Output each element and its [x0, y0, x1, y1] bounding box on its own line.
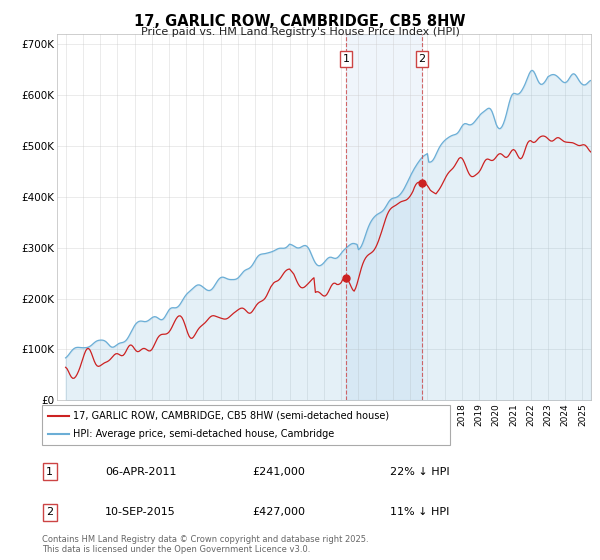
Text: 22% ↓ HPI: 22% ↓ HPI	[390, 466, 449, 477]
Text: 10-SEP-2015: 10-SEP-2015	[105, 507, 176, 517]
Text: £427,000: £427,000	[252, 507, 305, 517]
Text: 2: 2	[46, 507, 53, 517]
Text: 11% ↓ HPI: 11% ↓ HPI	[390, 507, 449, 517]
Bar	[346, 34, 422, 400]
Text: 06-APR-2011: 06-APR-2011	[105, 466, 176, 477]
Text: 1: 1	[46, 466, 53, 477]
Text: Price paid vs. HM Land Registry's House Price Index (HPI): Price paid vs. HM Land Registry's House …	[140, 27, 460, 37]
Text: £241,000: £241,000	[252, 466, 305, 477]
Text: 2: 2	[418, 54, 425, 64]
Text: Contains HM Land Registry data © Crown copyright and database right 2025.
This d: Contains HM Land Registry data © Crown c…	[42, 535, 368, 554]
Text: 1: 1	[343, 54, 349, 64]
Text: HPI: Average price, semi-detached house, Cambridge: HPI: Average price, semi-detached house,…	[73, 430, 334, 439]
Text: 17, GARLIC ROW, CAMBRIDGE, CB5 8HW: 17, GARLIC ROW, CAMBRIDGE, CB5 8HW	[134, 14, 466, 29]
Text: 17, GARLIC ROW, CAMBRIDGE, CB5 8HW (semi-detached house): 17, GARLIC ROW, CAMBRIDGE, CB5 8HW (semi…	[73, 411, 389, 421]
